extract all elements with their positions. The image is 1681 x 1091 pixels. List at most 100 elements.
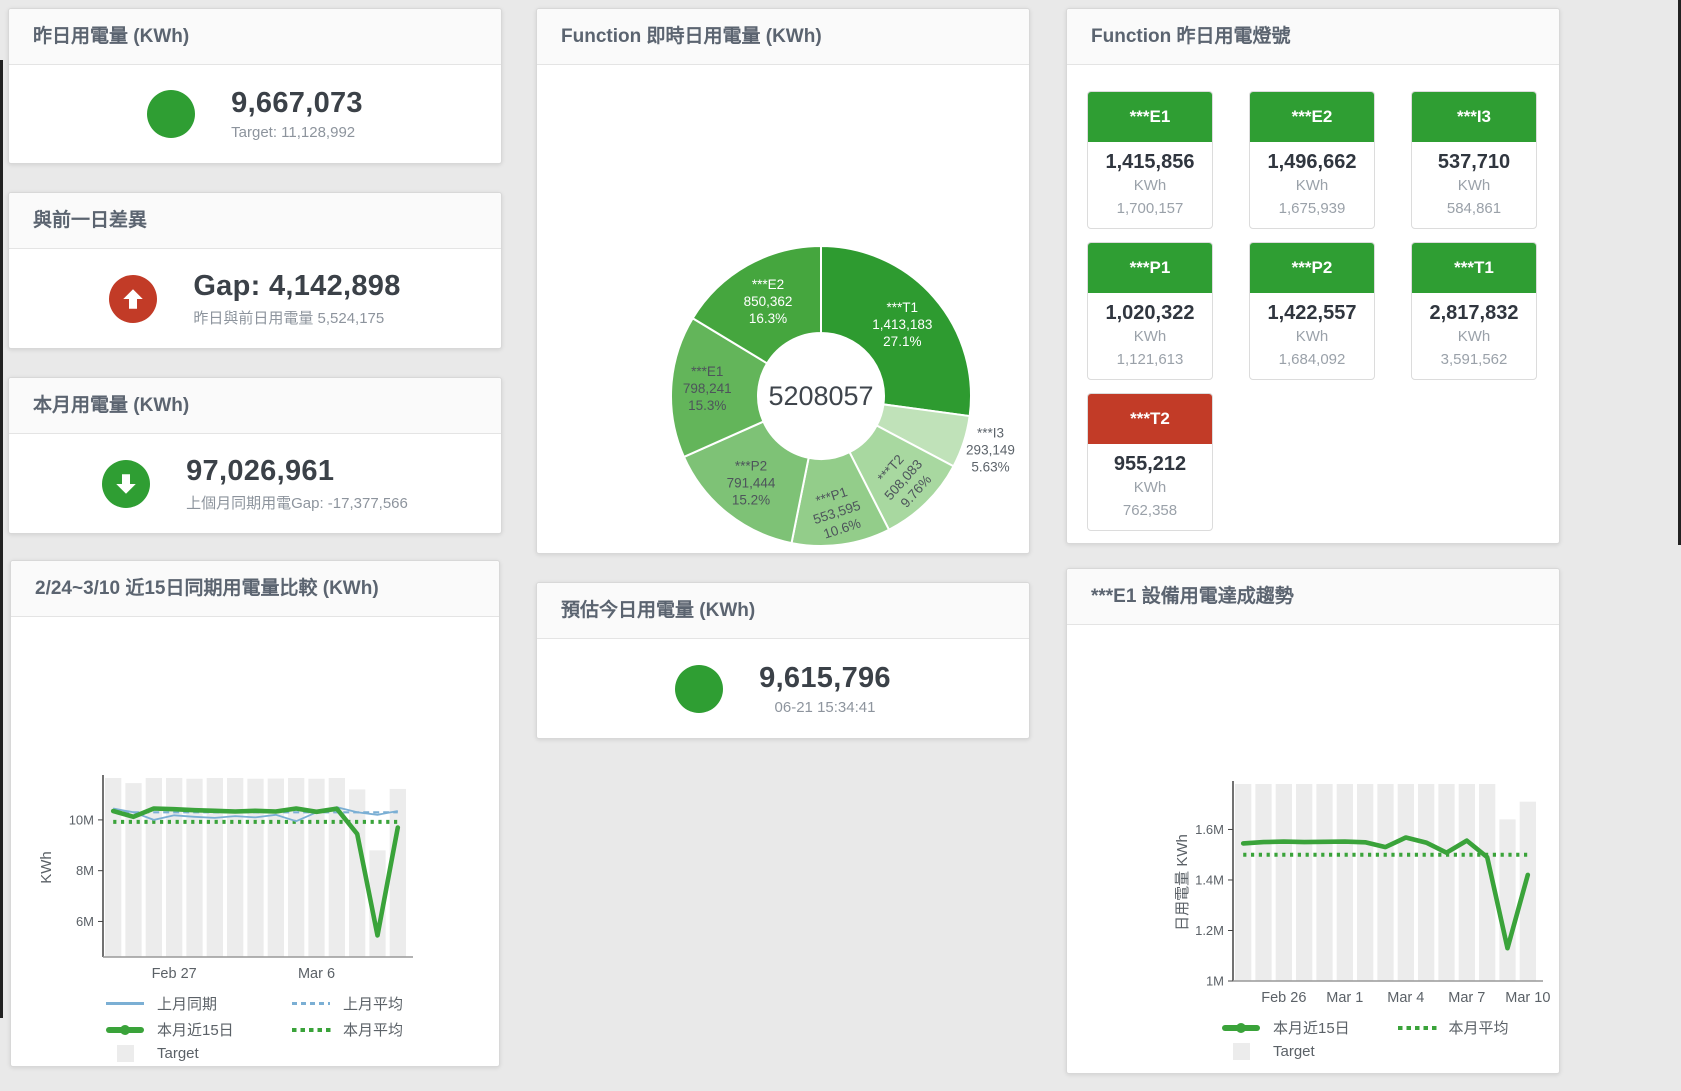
legend-row: 上月同期 上月平均 [106,993,499,1014]
panel-title[interactable]: 與前一日差異 [9,193,501,249]
legend-item[interactable]: 上月同期 [106,993,278,1014]
device-tile[interactable]: ***T2 955,212 KWh 762,358 [1087,393,1213,531]
y-axis-title: 日用電量 KWh [1174,834,1191,931]
panel-title[interactable]: Function 昨日用電燈號 [1067,9,1559,65]
tile-header: ***I3 [1412,92,1536,142]
legend-marker-dash [292,1002,332,1005]
target-bar [1296,784,1313,981]
panel-title[interactable]: 本月用電量 (KWh) [9,378,501,434]
legend-row: 本月近15日 本月平均 [1222,1017,1559,1038]
y-tick-label: 1.2M [1195,923,1224,938]
legend-marker-glyph [1222,1024,1260,1031]
legend-marker-glyph [1233,1043,1250,1060]
panel-title[interactable]: ***E1 設備用電達成趨勢 [1067,569,1559,625]
device-tile[interactable]: ***P2 1,422,557 KWh 1,684,092 [1249,242,1375,380]
panel-title[interactable]: Function 即時日用電量 (KWh) [537,9,1029,65]
panel-device-lights: Function 昨日用電燈號 ***E1 1,415,856 KWh 1,700,1… [1066,8,1560,544]
series-line-thick [1240,835,1531,951]
legend-row: 本月近15日 本月平均 [106,1019,499,1040]
legend-marker-thick [1222,1024,1262,1031]
y-tick-label: 8M [76,863,94,878]
donut-slice[interactable] [682,420,810,545]
tile-target: 1,121,613 [1116,351,1184,368]
device-tile[interactable]: ***E2 1,496,662 KWh 1,675,939 [1249,91,1375,229]
tile-value: 537,710 [1437,151,1511,173]
stat-text: 9,667,073 Target: 11,128,992 [231,87,363,141]
target-bar [1519,801,1536,981]
device-tile[interactable]: ***I3 537,710 KWh 584,861 [1411,91,1537,229]
target-bar [1377,784,1394,981]
legend-marker-glyph [292,1027,332,1032]
legend-item[interactable]: 本月平均 [292,1019,464,1040]
donut-slice[interactable] [691,244,822,365]
status-circle-green [147,90,196,138]
stat-subtitle: Target: 11,128,992 [231,124,356,141]
stat-text: 97,026,961 上個月同期用電Gap: -17,377,566 [186,455,408,513]
donut-chart: ***T1 1,413,183 27.1%***I3 293,149 5.63%***T… [670,244,1015,547]
legend-item[interactable]: 本月平均 [1397,1017,1560,1038]
legend-item[interactable]: Target [106,1045,278,1062]
stat-value: 9,667,073 [231,87,363,119]
panel-title[interactable]: 預估今日用電量 (KWh) [537,583,1029,639]
donut-slice[interactable] [670,316,769,459]
series-line-thin [113,806,398,823]
panel-title[interactable]: 昨日用電量 (KWh) [9,9,501,65]
compare-chart-plot[interactable]: 6M 8M 10M Feb 27 Mar 6 KWh [11,617,499,985]
target-bar [1255,784,1272,981]
tile-value: 1,020,322 [1105,302,1195,324]
tile-value: 2,817,832 [1429,302,1519,324]
device-tile[interactable]: ***E1 1,415,856 KWh 1,700,157 [1087,91,1213,229]
tile-target: 584,861 [1446,200,1502,217]
stat-body: 9,615,796 06-21 15:34:41 [537,639,1029,738]
donut-center-total: 5208057 [768,381,873,411]
legend-item[interactable]: 上月平均 [292,993,464,1014]
target-bar [308,778,325,957]
panel-compare-chart: 2/24~3/10 近15日同期用電量比較 (KWh) 6M 8M 10M Feb 2… [10,560,500,1067]
device-tile[interactable]: ***T1 2,817,832 KWh 3,591,562 [1411,242,1537,380]
tile-value: 955,212 [1113,453,1187,475]
legend-item[interactable]: Target [1222,1043,1394,1060]
donut-slice-label: ***P2 791,444 15.2% [727,458,776,507]
legend-marker-glyph [106,1002,144,1005]
panel-month-usage: 本月用電量 (KWh) 97,026,961 上個月同期用電Gap: -17,3… [8,377,502,534]
legend-row: Target [1222,1043,1559,1060]
legend-marker-square [1222,1043,1262,1060]
legend-marker-glyph [106,1026,144,1033]
stat-body: Gap: 4,142,898 昨日與前日用電量 5,524,175 [9,249,501,348]
legend-marker-glyph [1397,1025,1438,1030]
legend-label: 本月平均 [1448,1020,1509,1037]
e1-trend-plot[interactable]: 1M 1.2M 1.4M 1.6M Feb 26 Mar 1 Mar 4 Mar 7 Mar 1… [1067,625,1555,1011]
legend-marker-square [106,1045,146,1062]
donut-slice-label: ***T1 1,413,183 27.1% [872,300,932,349]
legend-item[interactable]: 本月近15日 [1222,1017,1384,1038]
legend-label: 本月近15日 [1273,1020,1350,1037]
target-bar [1479,784,1496,981]
target-bar [1336,784,1353,981]
target-bar [389,788,406,957]
arrow-up-icon [109,274,158,323]
donut-slice[interactable] [820,244,972,418]
x-tick-label: Feb 26 [1261,990,1306,1006]
tile-unit: KWh [1133,328,1167,345]
panel-realtime-donut: Function 即時日用電量 (KWh) ***T1 1,413,183 27.1… [536,8,1030,554]
screen-edge-artifact-left [0,60,3,1018]
tile-target: 1,675,939 [1278,200,1346,217]
compare-chart-legend: 上月同期 上月平均 本月近15日 本月平均 Target [106,993,499,1062]
legend-item[interactable]: 本月近15日 [106,1019,278,1040]
panel-title[interactable]: 2/24~3/10 近15日同期用電量比較 (KWh) [11,561,499,617]
y-tick-label: 10M [69,812,94,827]
target-bar [1235,784,1252,981]
tile-target: 1,700,157 [1116,200,1184,217]
tile-header: ***P2 [1250,243,1374,293]
tile-header: ***T2 [1088,394,1212,444]
stat-value: 97,026,961 [186,454,335,487]
x-tick-label: Feb 27 [152,966,197,982]
device-tile[interactable]: ***P1 1,020,322 KWh 1,121,613 [1087,242,1213,380]
target-bar [369,850,386,957]
target-bar [1499,819,1516,981]
target-bar [1458,784,1475,981]
lights-grid: ***E1 1,415,856 KWh 1,700,157 ***E2 1,496,662… [1067,65,1559,531]
legend-label: Target [1273,1043,1315,1060]
legend-marker-glyph [292,1002,330,1005]
tile-value: 1,496,662 [1267,151,1357,173]
